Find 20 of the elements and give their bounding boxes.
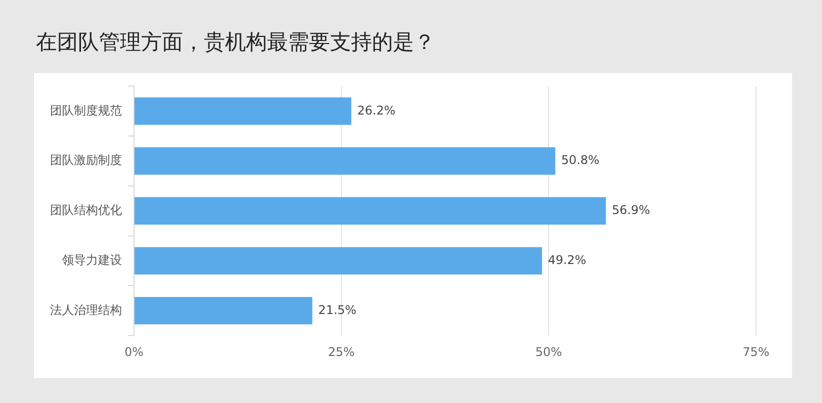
bar [134,296,312,324]
bar [134,247,542,274]
bar [134,147,556,175]
data-label: 56.9% [612,203,650,218]
data-label: 21.5% [318,302,356,317]
y-tick-label: 领导力建设 [62,252,122,267]
x-tick-label: 50% [535,344,562,359]
x-tick-label: 25% [328,344,355,359]
x-tick-label: 0% [124,344,144,359]
data-label: 50.8% [561,153,600,168]
chart-title: 在团队管理方面，贵机构最需要支持的是？ [36,29,435,56]
bar [134,97,352,125]
y-tick-label: 团队激励制度 [50,153,122,168]
bar [134,197,606,225]
y-tick-label: 团队制度规范 [50,103,122,118]
data-label: 26.2% [357,103,396,118]
x-tick-label: 75% [742,344,770,359]
data-label: 49.2% [548,252,586,267]
y-tick-label: 团队结构优化 [50,203,122,218]
y-tick-label: 法人治理结构 [50,302,122,317]
